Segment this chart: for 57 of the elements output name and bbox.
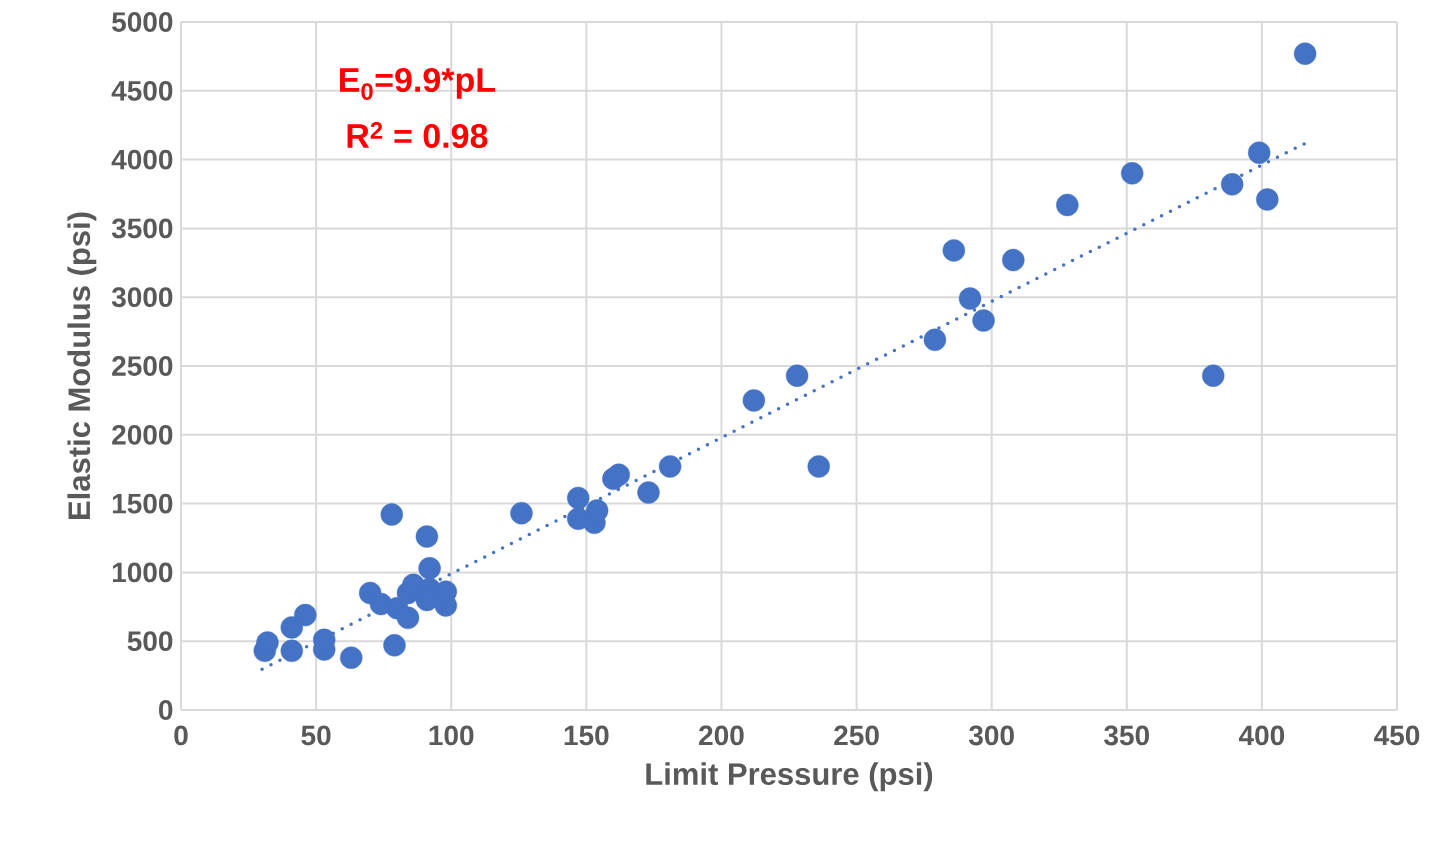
y-axis-title: Elastic Modulus (psi): [67, 212, 97, 519]
point: [1256, 188, 1279, 211]
point: [585, 499, 609, 522]
point: [1002, 248, 1025, 272]
point: [383, 634, 406, 657]
point: [369, 592, 393, 616]
annotation: E$_{0}$=9.9*pL: [340, 67, 496, 100]
x-tick-label: 300: [968, 725, 1014, 746]
x-tick-label: 400: [1238, 725, 1285, 746]
x-axis-title: Limit Pressure (psi): [646, 762, 933, 792]
point: [785, 364, 809, 387]
x-tick-label: 450: [1374, 725, 1420, 746]
y-tick-label: 4000: [111, 149, 173, 170]
x-tick-label: 0: [174, 725, 188, 746]
y-tick-label: 1000: [112, 562, 173, 583]
x-tick-label: 350: [1104, 725, 1149, 746]
point: [418, 557, 441, 580]
point: [415, 525, 439, 548]
point: [942, 239, 966, 262]
x-tick-label: 250: [834, 725, 879, 746]
point: [742, 389, 766, 412]
point: [637, 481, 660, 504]
y-tick-label: 3500: [111, 218, 173, 239]
x-tick-label: 50: [301, 725, 331, 746]
y-tick-label: 2000: [112, 424, 173, 445]
y-tick-label: 500: [127, 631, 173, 652]
x-tick-label: 200: [699, 725, 744, 746]
point: [972, 309, 995, 332]
point: [1202, 364, 1225, 387]
y-tick-label: 0: [159, 700, 173, 720]
point: [658, 455, 682, 478]
point: [607, 463, 630, 486]
point: [340, 646, 363, 669]
y-tick-label: 2500: [112, 356, 173, 376]
point: [1247, 141, 1271, 164]
point: [294, 603, 317, 627]
point: [567, 486, 590, 510]
point: [256, 631, 279, 654]
y-tick-label: 1500: [112, 493, 173, 514]
point: [958, 287, 982, 310]
y-tick-label: 3000: [111, 287, 173, 308]
point: [807, 455, 830, 478]
point: [380, 503, 403, 526]
point: [1220, 173, 1244, 196]
point: [1120, 162, 1144, 185]
point: [1293, 42, 1317, 65]
point: [280, 616, 303, 639]
y-tick-label: 4500: [111, 80, 173, 101]
annotation: R$^{2}$ = 0.98: [347, 122, 488, 149]
point: [923, 328, 947, 352]
point: [396, 606, 420, 630]
x-tick-label: 150: [564, 725, 609, 746]
x-tick-label: 100: [429, 725, 474, 746]
point: [510, 502, 533, 525]
point: [280, 639, 303, 663]
y-tick-label: 5000: [112, 12, 173, 32]
point: [1056, 193, 1079, 217]
